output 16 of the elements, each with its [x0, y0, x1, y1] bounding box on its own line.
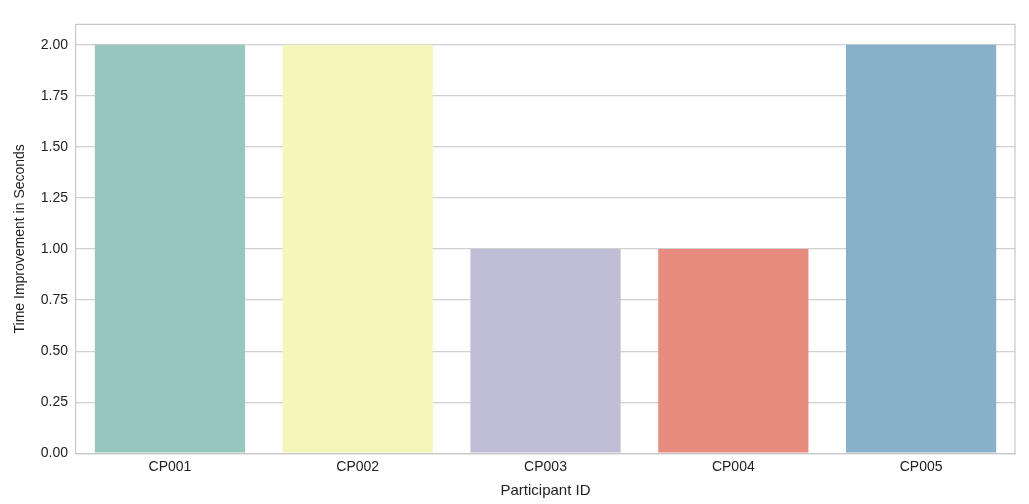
y-tick-label: 0.75 — [40, 290, 69, 307]
x-tick-label: CP001 — [148, 458, 192, 475]
y-axis-title: Time Improvement in Seconds — [11, 144, 28, 334]
y-tick-label: 1.25 — [40, 188, 69, 205]
y-tick-label: 1.50 — [40, 137, 69, 154]
y-tick-label: 1.75 — [40, 86, 69, 103]
x-tick-label: CP003 — [524, 458, 568, 475]
y-tick-label: 0.25 — [40, 393, 69, 410]
y-tick-label: 0.50 — [40, 341, 69, 358]
x-tick-label: CP005 — [899, 458, 943, 475]
y-tick-label: 2.00 — [40, 35, 69, 52]
x-tick-label: CP002 — [336, 458, 380, 475]
x-tick-label: CP004 — [711, 458, 755, 475]
y-tick-label: 0.00 — [40, 444, 69, 461]
y-tick-label: 1.00 — [40, 239, 69, 256]
x-axis-title: Participant ID — [500, 481, 591, 499]
